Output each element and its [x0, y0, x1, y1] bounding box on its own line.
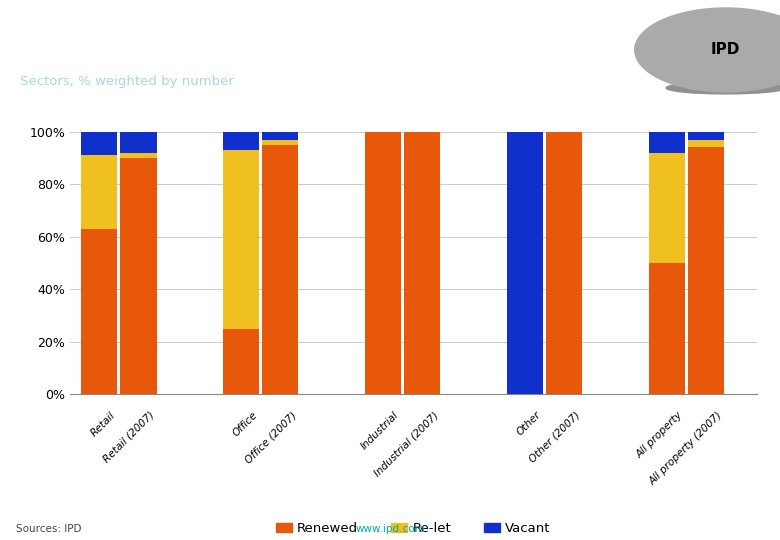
Text: IPD: IPD	[711, 43, 740, 57]
Bar	[262, 145, 299, 394]
Text: Sectors, % weighted by number: Sectors, % weighted by number	[20, 75, 233, 88]
Bar	[262, 132, 299, 139]
Text: Other (2007): Other (2007)	[527, 410, 582, 464]
Bar	[262, 139, 299, 145]
Text: Office: Office	[231, 410, 259, 438]
Bar	[223, 132, 259, 150]
Bar	[404, 132, 440, 394]
Bar	[120, 158, 157, 394]
Text: Other: Other	[515, 410, 543, 438]
Legend: Renewed, Re-let, Vacant: Renewed, Re-let, Vacant	[271, 517, 556, 540]
Bar	[648, 263, 685, 394]
Text: www.ipd.com: www.ipd.com	[355, 523, 425, 534]
Text: Office (2007): Office (2007)	[243, 410, 299, 465]
Text: Industrial: Industrial	[360, 410, 401, 451]
Bar	[507, 132, 543, 394]
Bar	[648, 132, 685, 153]
Bar	[223, 150, 259, 328]
Bar	[120, 153, 157, 158]
Bar	[223, 328, 259, 394]
Bar	[546, 132, 582, 394]
Bar	[81, 132, 117, 156]
Bar	[365, 132, 401, 394]
Text: Retail (2007): Retail (2007)	[101, 410, 157, 465]
Text: Sources: IPD: Sources: IPD	[16, 523, 81, 534]
Bar	[688, 132, 724, 139]
Text: Break analysis: Break analysis	[20, 28, 191, 48]
Bar	[688, 147, 724, 394]
Ellipse shape	[666, 82, 780, 94]
Circle shape	[635, 8, 780, 92]
Bar	[648, 153, 685, 263]
Bar	[688, 139, 724, 147]
Text: All property (2007): All property (2007)	[647, 410, 724, 487]
Text: On the pulse of
the property world: On the pulse of the property world	[585, 33, 675, 57]
Bar	[81, 229, 117, 394]
Bar	[120, 132, 157, 153]
Text: Industrial (2007): Industrial (2007)	[372, 410, 440, 478]
Bar	[81, 156, 117, 229]
Text: Retail: Retail	[89, 410, 117, 438]
Text: All property: All property	[635, 410, 685, 460]
